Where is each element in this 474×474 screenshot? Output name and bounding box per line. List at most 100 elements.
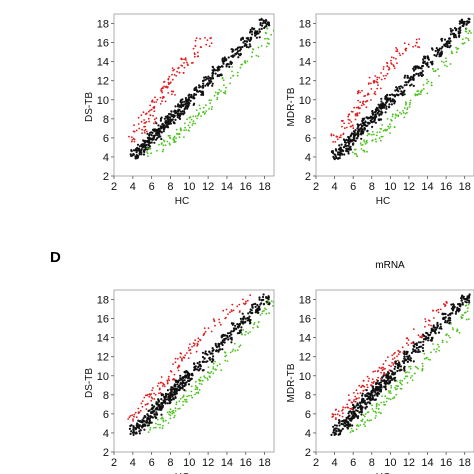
data-point-unchanged xyxy=(140,148,143,151)
data-point-down xyxy=(265,45,268,48)
data-point-unchanged xyxy=(215,346,218,349)
data-point-unchanged xyxy=(450,29,453,32)
data-point-unchanged xyxy=(452,303,455,306)
data-point-down xyxy=(172,409,175,412)
data-point-unchanged xyxy=(164,392,168,395)
data-point-unchanged xyxy=(201,351,205,354)
y-tick-label: 18 xyxy=(299,19,311,31)
data-point-unchanged xyxy=(258,307,261,310)
data-point-unchanged xyxy=(161,125,164,129)
data-point-up xyxy=(245,302,247,304)
data-point-unchanged xyxy=(440,38,443,41)
data-point-down xyxy=(366,139,368,142)
data-point-up xyxy=(370,99,372,101)
data-point-unchanged xyxy=(441,45,444,49)
data-point-unchanged xyxy=(410,75,413,78)
data-point-up xyxy=(153,106,156,108)
data-point-unchanged xyxy=(260,27,263,30)
data-point-unchanged xyxy=(186,107,189,110)
data-point-down xyxy=(169,136,171,139)
data-point-unchanged xyxy=(194,367,197,371)
data-point-unchanged xyxy=(335,430,338,433)
data-point-unchanged xyxy=(352,143,355,146)
data-point-unchanged xyxy=(221,348,224,351)
data-point-down xyxy=(457,47,460,50)
data-point-unchanged xyxy=(259,22,262,25)
data-point-down xyxy=(441,341,444,344)
data-point-up xyxy=(168,75,171,78)
data-point-up xyxy=(335,417,337,419)
panel-title: mRNA xyxy=(375,260,405,271)
data-point-down xyxy=(183,136,185,139)
data-point-unchanged xyxy=(458,31,461,35)
data-point-unchanged xyxy=(141,421,144,424)
data-point-unchanged xyxy=(152,406,155,409)
data-point-unchanged xyxy=(225,65,228,68)
data-point-up xyxy=(225,316,227,319)
data-point-unchanged xyxy=(347,152,350,155)
data-point-down xyxy=(266,37,268,40)
data-point-unchanged xyxy=(188,102,191,105)
data-point-up xyxy=(385,74,387,77)
data-point-down xyxy=(433,348,435,351)
data-point-unchanged xyxy=(199,90,203,93)
data-point-up xyxy=(152,387,154,389)
data-point-down xyxy=(438,346,440,348)
data-point-down xyxy=(384,395,387,398)
data-point-unchanged xyxy=(410,351,413,354)
data-point-down xyxy=(452,328,454,331)
data-point-up xyxy=(396,355,398,358)
data-point-up xyxy=(343,127,346,130)
data-point-down xyxy=(430,81,433,84)
data-point-down xyxy=(380,127,382,130)
data-point-down xyxy=(243,60,246,63)
data-point-unchanged xyxy=(201,84,205,87)
data-point-unchanged xyxy=(369,402,372,405)
data-point-unchanged xyxy=(343,153,346,156)
data-point-up xyxy=(377,369,379,372)
data-point-down xyxy=(212,372,215,375)
data-point-unchanged xyxy=(150,131,153,134)
data-point-unchanged xyxy=(451,309,455,312)
x-tick-label: 6 xyxy=(149,457,155,469)
data-point-down xyxy=(467,318,470,320)
y-tick-label: 12 xyxy=(299,76,311,88)
data-point-down xyxy=(376,131,379,134)
data-point-up xyxy=(199,338,201,341)
data-point-down xyxy=(241,63,244,66)
data-point-unchanged xyxy=(255,31,258,34)
data-point-unchanged xyxy=(238,329,241,332)
y-tick-label: 12 xyxy=(299,352,311,364)
data-point-up xyxy=(341,409,343,412)
data-point-unchanged xyxy=(232,327,236,330)
data-point-up xyxy=(133,124,135,127)
data-point-down xyxy=(224,355,227,358)
data-point-unchanged xyxy=(374,391,377,394)
data-point-unchanged xyxy=(406,360,409,363)
data-point-unchanged xyxy=(401,86,404,89)
data-point-unchanged xyxy=(134,149,137,152)
data-point-down xyxy=(416,366,418,369)
data-point-up xyxy=(174,357,177,360)
data-point-unchanged xyxy=(214,344,217,347)
data-point-up xyxy=(373,380,375,383)
data-point-down xyxy=(211,106,214,108)
data-point-unchanged xyxy=(400,90,403,93)
data-point-down xyxy=(171,412,174,415)
data-point-unchanged xyxy=(211,347,214,350)
data-point-down xyxy=(206,377,209,380)
data-point-down xyxy=(207,366,210,368)
data-point-unchanged xyxy=(343,425,347,428)
data-point-unchanged xyxy=(431,337,434,340)
data-point-down xyxy=(351,151,354,154)
data-point-unchanged xyxy=(204,78,207,81)
data-point-unchanged xyxy=(142,153,146,156)
data-point-up xyxy=(160,89,163,91)
data-point-down xyxy=(436,348,438,350)
data-point-unchanged xyxy=(144,141,147,144)
data-point-unchanged xyxy=(217,344,220,347)
data-point-down xyxy=(184,398,186,401)
data-point-up xyxy=(351,407,354,410)
data-point-unchanged xyxy=(171,395,174,398)
data-point-down xyxy=(389,390,392,393)
